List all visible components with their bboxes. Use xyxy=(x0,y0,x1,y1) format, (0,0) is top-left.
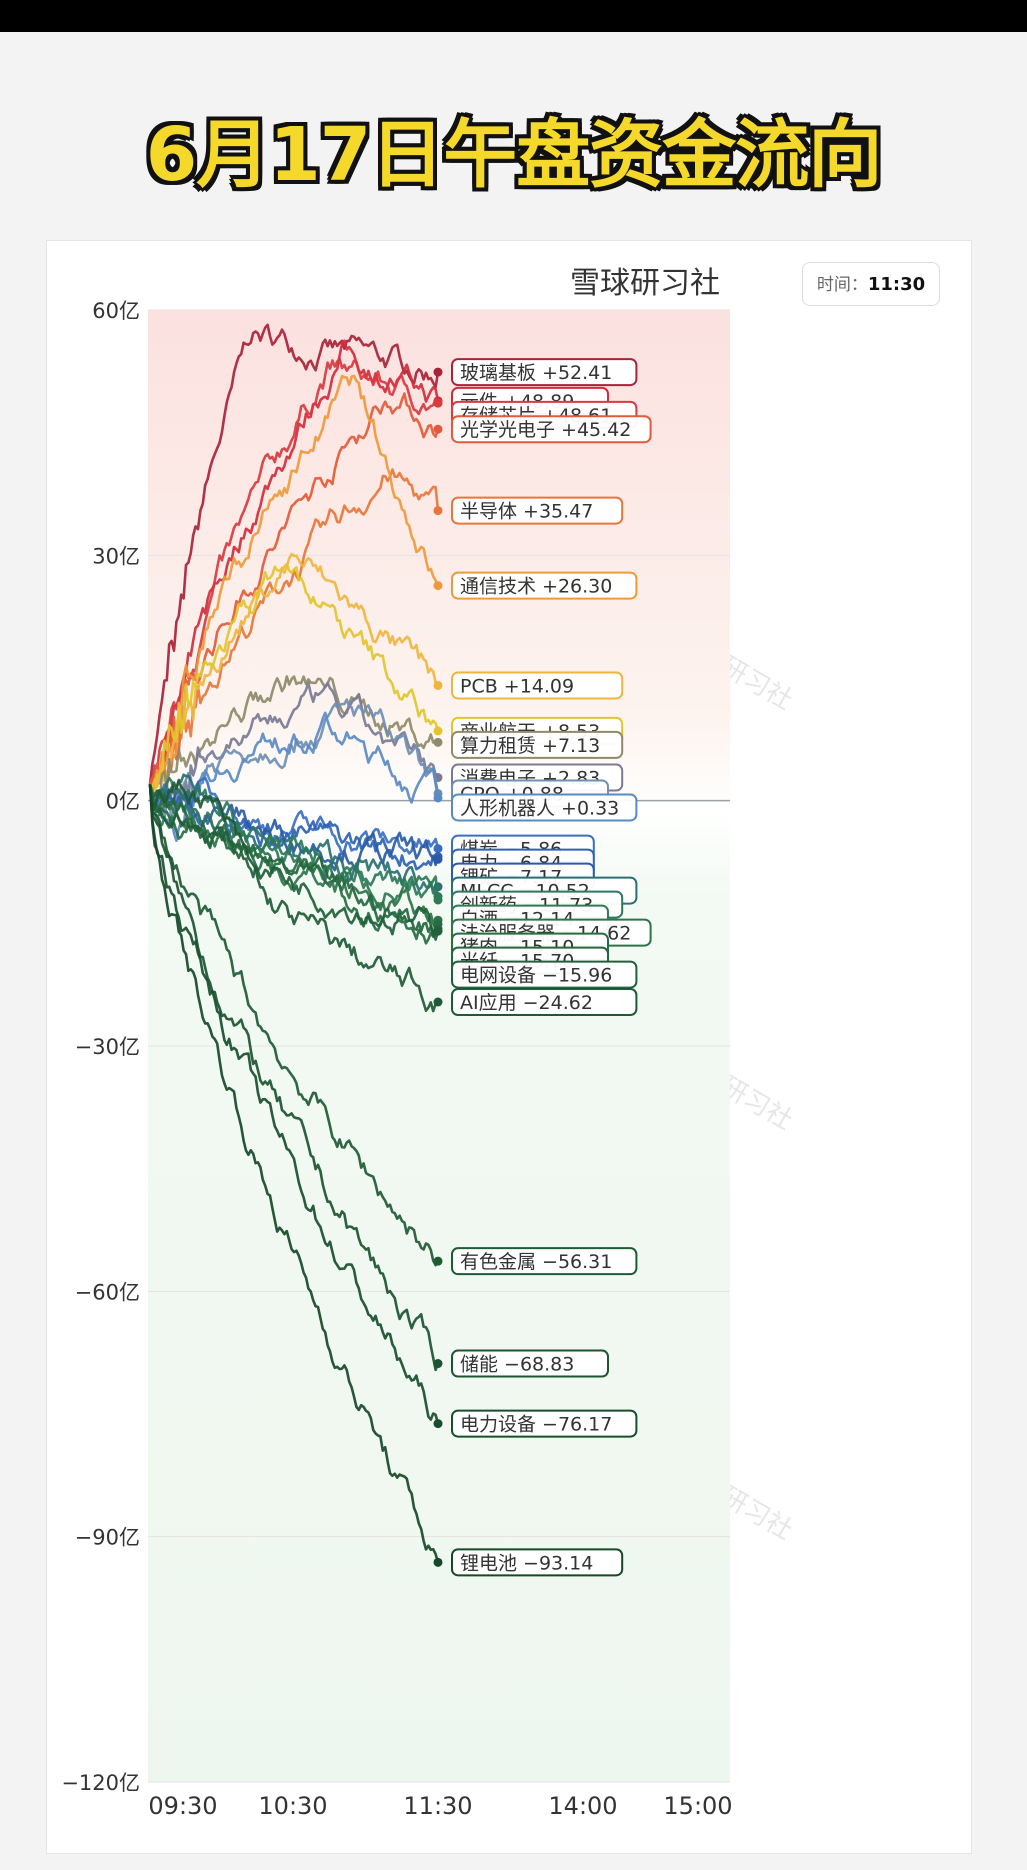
series-end-dot xyxy=(433,398,443,408)
series-line xyxy=(148,784,440,1267)
y-tick-label: −90亿 xyxy=(75,1526,140,1550)
time-label: 时间： xyxy=(816,275,868,295)
series-end-dot xyxy=(433,581,443,591)
series-label-box xyxy=(451,793,638,822)
time-value: 11:30 xyxy=(867,274,926,295)
series-line xyxy=(148,784,440,941)
series-label: 锂电池 −93.14 xyxy=(460,1552,593,1574)
x-tick-label: 09:30 xyxy=(148,1792,217,1820)
series-label-box xyxy=(451,496,624,525)
series-label: 储能 −68.83 xyxy=(460,1354,574,1376)
series-end-dot xyxy=(433,926,443,936)
series-end-dot xyxy=(433,895,443,905)
series-end-dot xyxy=(433,1419,443,1429)
time-badge: 时间：11:30 xyxy=(802,262,940,306)
x-tick-label: 10:30 xyxy=(258,1792,327,1820)
series-label-box xyxy=(451,960,638,989)
series-line xyxy=(148,681,440,820)
x-tick-label: 14:00 xyxy=(548,1792,617,1820)
series-end-dot xyxy=(433,1256,443,1266)
series-line xyxy=(148,323,440,785)
series-label: 电力设备 −76.17 xyxy=(460,1414,612,1436)
series-label-box xyxy=(451,571,638,600)
series-label-box xyxy=(451,1409,638,1438)
series-label-box xyxy=(451,730,624,759)
y-tick-label: −60亿 xyxy=(75,1280,140,1304)
series-label-box xyxy=(451,358,638,387)
series-end-dot xyxy=(433,506,443,516)
series-label: 电网设备 −15.96 xyxy=(460,965,612,987)
brand-label: 雪球研习社 xyxy=(570,266,720,301)
y-tick-label: −30亿 xyxy=(75,1035,140,1059)
series-label-box xyxy=(451,1247,638,1276)
series-end-dot xyxy=(433,726,443,736)
series-label: 算力租赁 +7.13 xyxy=(460,735,600,757)
series-line xyxy=(149,552,440,789)
series-line xyxy=(148,776,439,899)
series-label-box xyxy=(451,671,624,700)
series-line xyxy=(148,392,440,785)
y-tick-label: 30亿 xyxy=(92,544,140,568)
x-tick-label: 15:00 xyxy=(663,1792,732,1820)
series-line xyxy=(148,784,440,871)
series-end-dot xyxy=(433,367,443,377)
series-line xyxy=(148,784,440,909)
series-line xyxy=(148,562,440,800)
series-line xyxy=(148,374,440,791)
x-tick-label: 11:30 xyxy=(403,1792,472,1820)
series-line xyxy=(148,784,440,938)
series-end-dot xyxy=(433,680,443,690)
series-line xyxy=(148,779,439,1013)
series-label: 半导体 +35.47 xyxy=(460,501,593,523)
series-label: AI应用 −24.62 xyxy=(460,992,593,1014)
series-line xyxy=(148,776,440,856)
series-end-dot xyxy=(433,424,443,434)
y-tick-label: 0亿 xyxy=(106,790,140,814)
series-label-box xyxy=(451,1349,609,1378)
status-bar xyxy=(0,0,1027,32)
series-line xyxy=(148,784,440,1424)
series-end-dot xyxy=(433,737,443,747)
page-title: 6月17日午盘资金流向 xyxy=(145,112,882,198)
series-end-dot xyxy=(433,854,443,864)
series-label: PCB +14.09 xyxy=(460,675,574,697)
series-label: 玻璃基板 +52.41 xyxy=(460,362,612,384)
series-end-dot xyxy=(433,1557,443,1567)
series-label-box xyxy=(451,415,652,444)
series-line xyxy=(148,784,440,1563)
series-line xyxy=(148,339,440,796)
series-label: 有色金属 −56.31 xyxy=(460,1251,612,1273)
y-tick-label: 60亿 xyxy=(92,299,140,323)
series-label: 光学光电子 +45.42 xyxy=(460,419,631,441)
series-label-box xyxy=(451,1548,624,1577)
y-tick-label: −120亿 xyxy=(61,1771,140,1795)
series-label: 通信技术 +26.30 xyxy=(460,576,612,598)
series-end-dot xyxy=(433,1359,443,1369)
series-label-box xyxy=(451,988,638,1017)
series-end-dot xyxy=(433,997,443,1007)
series-end-dot xyxy=(433,793,443,803)
series-label: 人形机器人 +0.33 xyxy=(460,797,619,819)
series-end-dot xyxy=(433,844,443,854)
